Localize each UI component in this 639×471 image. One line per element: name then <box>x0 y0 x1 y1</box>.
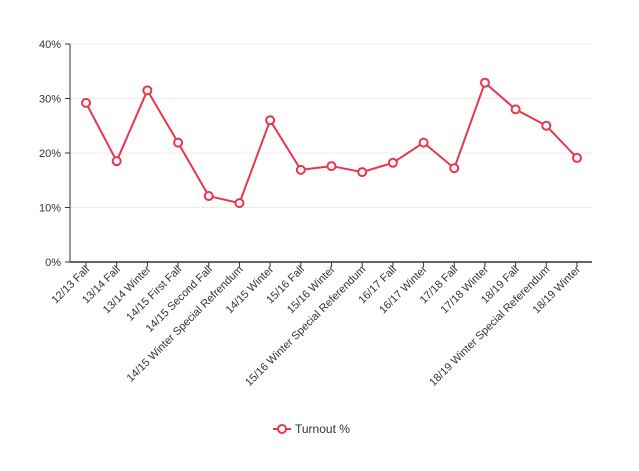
data-point[interactable] <box>326 161 337 172</box>
series-lines <box>85 81 578 205</box>
y-tick-label: 0% <box>45 257 61 269</box>
data-point[interactable] <box>357 167 368 178</box>
data-point[interactable] <box>418 137 429 148</box>
data-point[interactable] <box>142 85 153 96</box>
data-point[interactable] <box>265 115 276 126</box>
data-point[interactable] <box>572 152 582 163</box>
data-point[interactable] <box>81 97 91 108</box>
legend-label: Turnout % <box>295 422 350 436</box>
data-point[interactable] <box>479 77 490 88</box>
data-point[interactable] <box>387 157 398 168</box>
y-tick-label: 40% <box>39 39 61 51</box>
y-tick-label: 30% <box>39 94 61 106</box>
y-tick-label: 20% <box>39 148 61 160</box>
data-point[interactable] <box>510 104 521 115</box>
data-points <box>81 77 582 209</box>
data-point[interactable] <box>203 191 214 202</box>
data-point[interactable] <box>234 198 245 209</box>
axes <box>65 43 592 267</box>
legend-marker-icon <box>277 424 287 434</box>
data-point[interactable] <box>449 163 460 174</box>
y-tick-label: 10% <box>39 203 61 215</box>
y-tick-labels: 0% 10% 20% 30% 40% <box>39 39 61 269</box>
data-point[interactable] <box>541 120 552 131</box>
data-point[interactable] <box>295 164 306 175</box>
data-point[interactable] <box>111 156 122 167</box>
data-point[interactable] <box>173 137 184 148</box>
gridlines <box>70 43 592 208</box>
series-line <box>85 81 578 205</box>
legend[interactable]: Turnout % <box>273 422 350 436</box>
